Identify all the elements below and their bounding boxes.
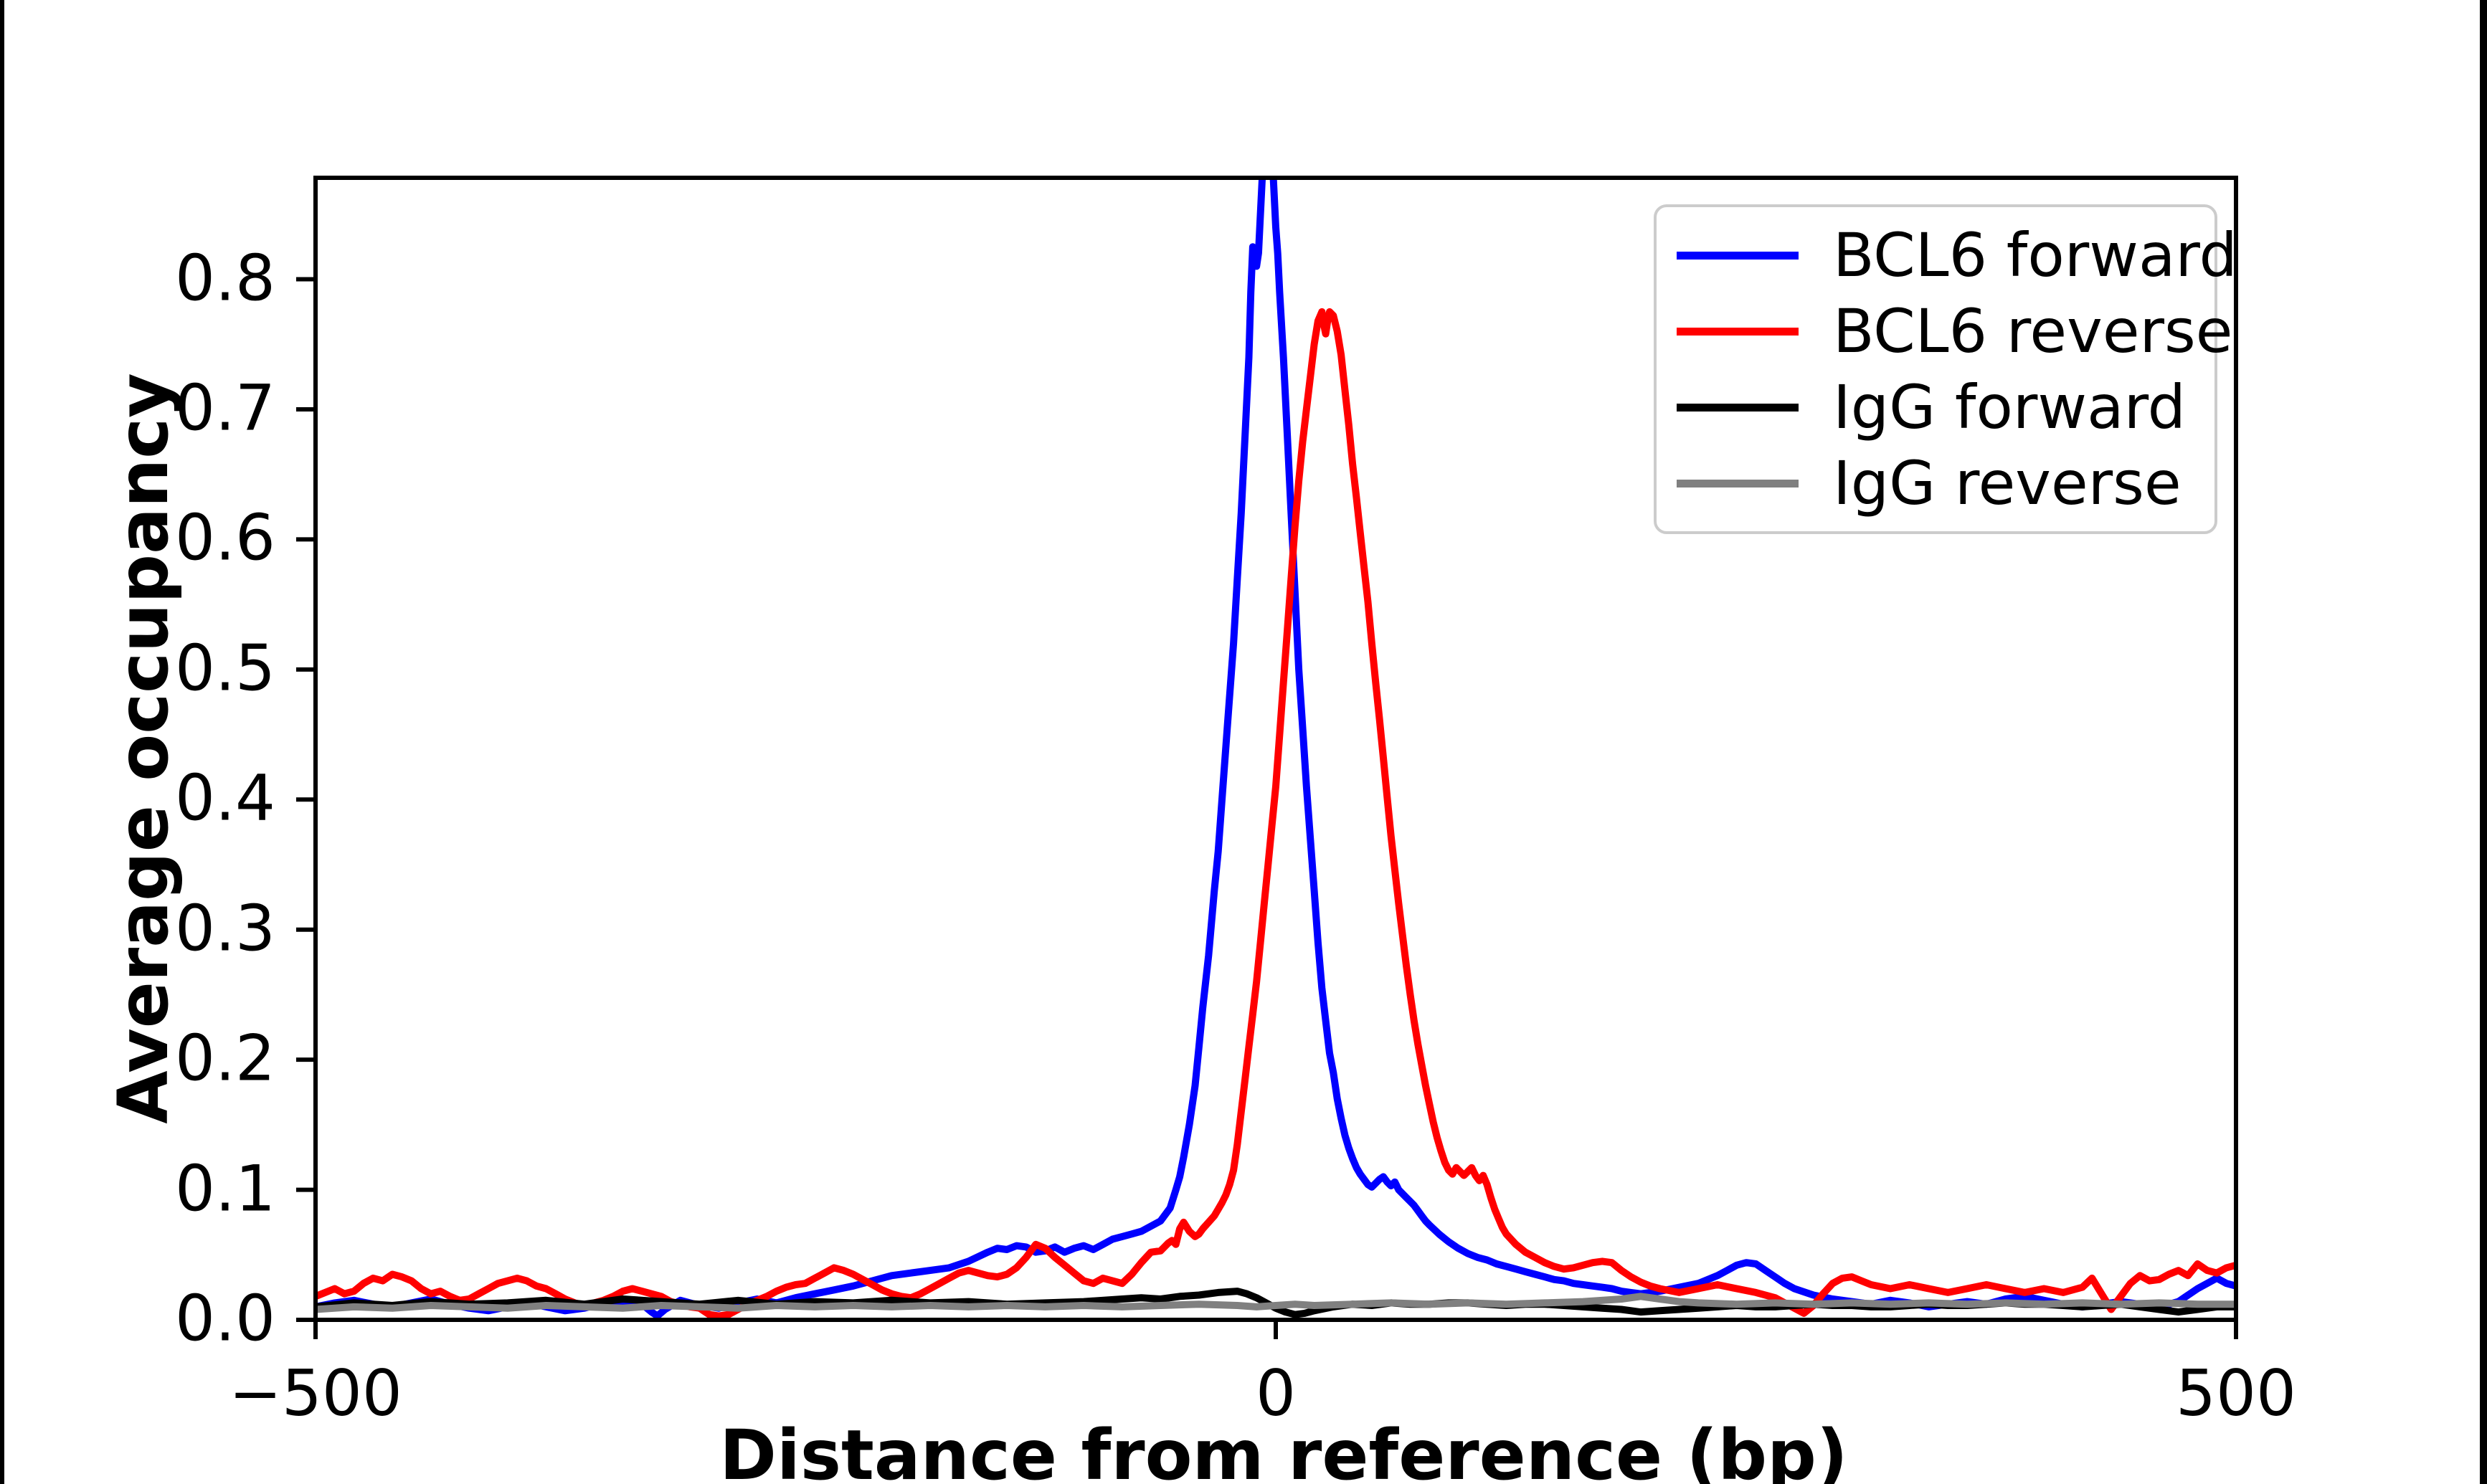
y-tick-label: 0.2 — [175, 1021, 275, 1095]
x-axis-label: Distance from reference (bp) — [719, 1415, 1848, 1484]
line-bcl6-forward — [316, 178, 2236, 1320]
legend-item-bcl6-reverse: BCL6 reverse — [1677, 301, 2232, 361]
legend-item-igg-reverse: IgG reverse — [1677, 453, 2194, 513]
legend-item-bcl6-forward: BCL6 forward — [1677, 225, 2237, 285]
legend-box: BCL6 forward BCL6 reverse IgG forward Ig… — [1654, 204, 2237, 534]
line-igg-reverse — [316, 1293, 2236, 1313]
y-tick-label: 0.0 — [175, 1281, 275, 1356]
y-tick-label: 0.1 — [175, 1151, 275, 1226]
y-tick-label: 0.4 — [175, 761, 275, 835]
bcl6-forward-line-swatch — [1677, 251, 1799, 260]
left-border-strip — [0, 0, 4, 1484]
x-tick-label: −500 — [229, 1356, 402, 1430]
legend-item-igg-forward: IgG forward — [1677, 377, 2194, 437]
right-border-strip — [2480, 0, 2487, 1484]
y-tick-label: 0.5 — [175, 631, 275, 705]
y-tick-label: 0.7 — [175, 371, 275, 445]
legend-label: BCL6 forward — [1833, 220, 2237, 290]
y-axis-label: Average occupancy — [103, 373, 184, 1124]
series-lines — [316, 178, 2236, 1320]
x-tick-label: 500 — [2176, 1356, 2296, 1430]
legend-label: BCL6 reverse — [1833, 296, 2233, 366]
igg-reverse-line-swatch — [1677, 479, 1799, 487]
x-tick-label: 0 — [1256, 1356, 1296, 1430]
y-tick-label: 0.3 — [175, 891, 275, 966]
y-tick-label: 0.8 — [175, 240, 275, 315]
axes-spines — [313, 176, 2238, 1322]
legend-label: IgG reverse — [1833, 448, 2182, 518]
bcl6-reverse-line-swatch — [1677, 327, 1799, 336]
igg-forward-line-swatch — [1677, 403, 1799, 412]
y-tick-label: 0.6 — [175, 500, 275, 575]
legend-label: IgG forward — [1833, 372, 2186, 442]
